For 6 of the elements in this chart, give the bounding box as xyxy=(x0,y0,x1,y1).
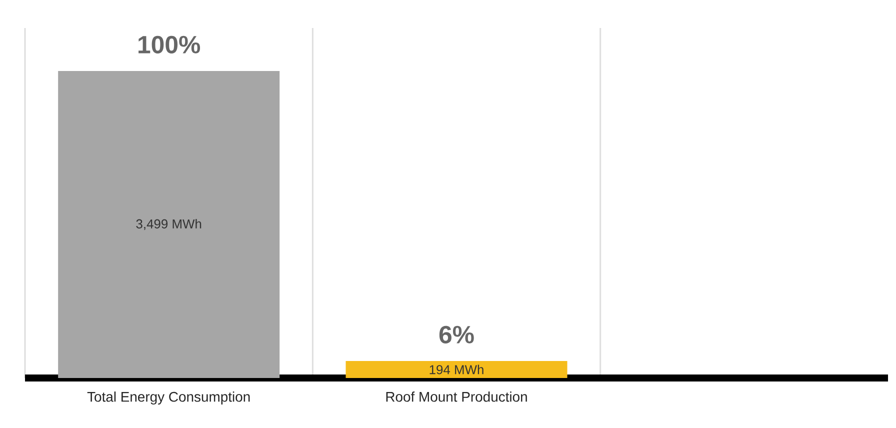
annotation: 6% xyxy=(439,326,474,344)
annotation: 100% xyxy=(138,36,200,54)
x-tick-label: Roof Mount Production xyxy=(386,392,527,402)
x-tick-label: Total Energy Consumption xyxy=(87,392,250,405)
data-label: 3,499 MWh xyxy=(136,218,202,230)
data-label: 194 MWh xyxy=(430,364,484,374)
